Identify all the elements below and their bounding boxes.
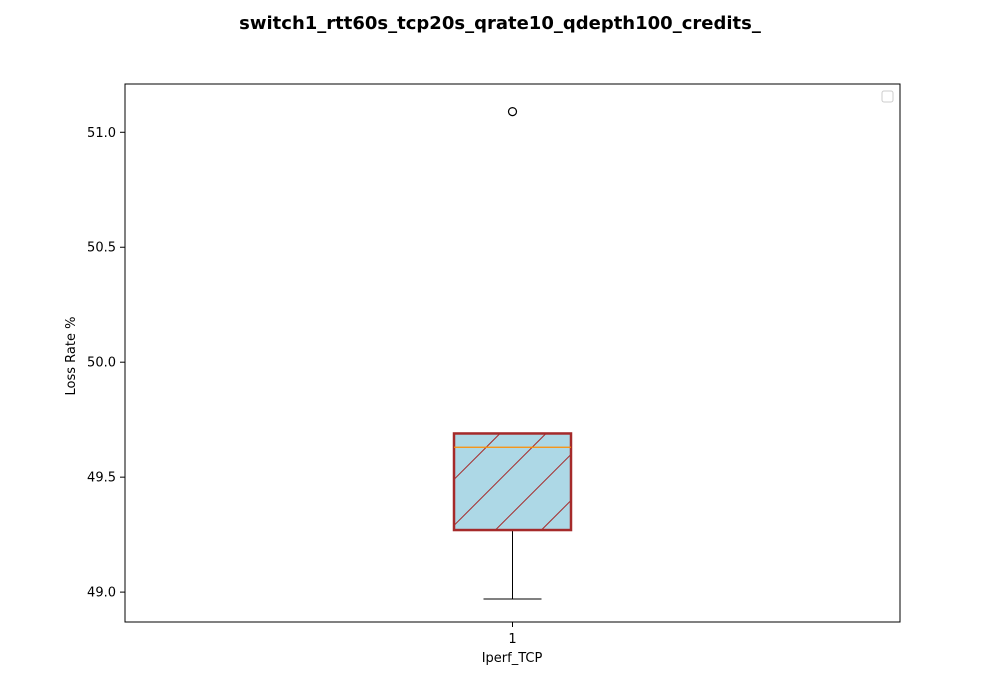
y-axis-label: Loss Rate % xyxy=(64,317,79,396)
box-plot xyxy=(452,106,573,600)
y-axis: 49.0 49.5 50.0 50.5 51.0 xyxy=(87,126,125,601)
x-tick-label: 1 xyxy=(508,632,516,647)
hatch-line xyxy=(454,433,547,527)
legend-box xyxy=(881,90,894,103)
y-tick-label: 49.5 xyxy=(87,471,116,486)
box-body xyxy=(454,433,571,531)
hatch-line xyxy=(495,453,571,531)
outlier-point xyxy=(507,106,518,117)
y-tick-label: 49.0 xyxy=(87,586,116,601)
hatch-line xyxy=(454,433,501,481)
box-edge xyxy=(452,432,573,532)
x-axis-label: Iperf_TCP xyxy=(482,651,543,666)
y-tick-label: 50.0 xyxy=(87,356,116,371)
box-hatch xyxy=(454,433,571,531)
y-tick-label: 51.0 xyxy=(87,126,116,141)
y-tick-label: 50.5 xyxy=(87,241,116,256)
x-axis: 1 xyxy=(508,622,517,647)
hatch-line xyxy=(541,499,571,531)
chart-title: switch1_rtt60s_tcp20s_qrate10_qdepth100_… xyxy=(239,13,761,34)
